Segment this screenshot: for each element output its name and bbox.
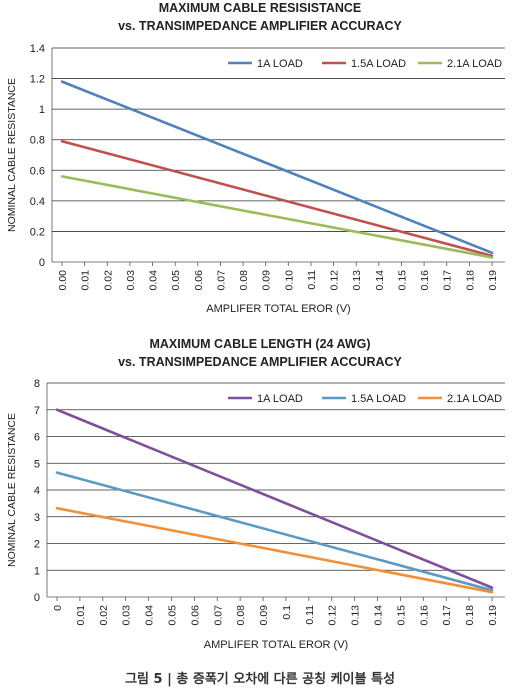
x-tick-label: 0.14 (374, 270, 386, 291)
x-tick-label: 0.19 (487, 605, 499, 626)
y-tick-label: 2 (34, 539, 40, 551)
x-tick-label: 0.14 (373, 605, 385, 626)
y-tick-label: 7 (34, 405, 40, 417)
x-tick-label: 0.10 (283, 270, 295, 291)
x-tick-label: 0.02 (102, 270, 114, 291)
figure-caption: 그림 5 | 총 증폭기 오차에 다른 공칭 케이블 특성 (125, 672, 395, 687)
x-tick-label: 0.15 (395, 605, 407, 626)
x-tick-label: 0.06 (193, 270, 205, 291)
chart-title: MAXIMUM CABLE RESISISTANCE (159, 1, 362, 15)
y-tick-label: 0.6 (30, 165, 45, 177)
x-tick-label: 0.12 (329, 270, 341, 291)
y-tick-label: 8 (34, 378, 40, 390)
chart-subtitle: vs. TRANSIMPEDANCE AMPLIFIER ACCURACY (118, 355, 402, 369)
x-tick-label: 0.1 (281, 605, 293, 620)
x-tick-label: 0.05 (170, 270, 182, 291)
x-tick-label: 0.13 (350, 605, 362, 626)
x-tick-label: 0.04 (144, 605, 156, 626)
legend-label: 1A LOAD (257, 58, 303, 70)
y-tick-label: 1.2 (30, 74, 45, 86)
x-tick-label: 0.09 (258, 605, 270, 626)
y-tick-label: 6 (34, 432, 40, 444)
x-tick-label: 0.16 (418, 605, 430, 626)
y-tick-label: 0.2 (30, 226, 45, 238)
y-tick-label: 1.4 (30, 43, 45, 55)
x-tick-label: 0.07 (215, 270, 227, 291)
y-axis-label: NOMINAL CABLE RESISTANCE (6, 78, 18, 232)
x-tick-label: 0.11 (304, 605, 316, 625)
x-tick-label: 0.00 (57, 270, 69, 291)
y-tick-label: 0.4 (30, 196, 45, 208)
y-tick-label: 1 (39, 104, 45, 116)
x-tick-label: 0.01 (75, 605, 87, 626)
x-axis-label: AMPLIFER TOTAL EROR (V) (204, 639, 348, 651)
x-tick-label: 0.03 (121, 605, 133, 626)
x-tick-label: 0.13 (351, 270, 363, 291)
series-line (60, 175, 494, 259)
series-line (55, 408, 494, 589)
y-axis-label: NOMINAL CABLE RESISTANCE (6, 413, 18, 567)
x-tick-label: 0.18 (464, 270, 476, 291)
x-axis-label: AMPLIFER TOTAL EROR (V) (206, 303, 350, 315)
x-tick-label: 0 (52, 605, 64, 611)
series-line (60, 80, 494, 255)
series-line (55, 506, 494, 594)
chart-title: MAXIMUM CABLE LENGTH (24 AWG) (149, 337, 370, 351)
x-tick-label: 0.08 (235, 605, 247, 626)
y-tick-label: 4 (34, 485, 40, 497)
x-tick-label: 0.06 (189, 605, 201, 626)
chart-subtitle: vs. TRANSIMPEDANCE AMPLIFIER ACCURACY (118, 19, 402, 33)
x-tick-label: 0.19 (487, 270, 499, 291)
y-tick-label: 3 (34, 512, 40, 524)
y-tick-label: 0 (39, 257, 45, 269)
y-tick-label: 1 (34, 565, 40, 577)
legend-label: 1A LOAD (257, 393, 303, 405)
series-line (55, 471, 494, 592)
series-line (60, 139, 494, 258)
legend-label: 2.1A LOAD (447, 58, 502, 70)
x-tick-label: 0.09 (261, 270, 273, 291)
x-tick-label: 0.05 (166, 605, 178, 626)
x-tick-label: 0.11 (306, 270, 318, 290)
y-tick-label: 0.8 (30, 135, 45, 147)
x-tick-label: 0.04 (148, 270, 160, 291)
legend-label: 1.5A LOAD (351, 393, 406, 405)
x-tick-label: 0.18 (464, 605, 476, 626)
y-tick-label: 5 (34, 458, 40, 470)
legend-label: 1.5A LOAD (351, 58, 406, 70)
legend-label: 2.1A LOAD (447, 393, 502, 405)
x-tick-label: 0.12 (327, 605, 339, 626)
x-tick-label: 0.03 (125, 270, 137, 291)
x-tick-label: 0.08 (238, 270, 250, 291)
x-tick-label: 0.17 (441, 605, 453, 626)
x-tick-label: 0.07 (212, 605, 224, 626)
x-tick-label: 0.17 (442, 270, 454, 291)
x-tick-label: 0.01 (80, 270, 92, 291)
y-tick-label: 0 (34, 592, 40, 604)
x-tick-label: 0.15 (396, 270, 408, 291)
x-tick-label: 0.16 (419, 270, 431, 291)
x-tick-label: 0.02 (98, 605, 110, 626)
